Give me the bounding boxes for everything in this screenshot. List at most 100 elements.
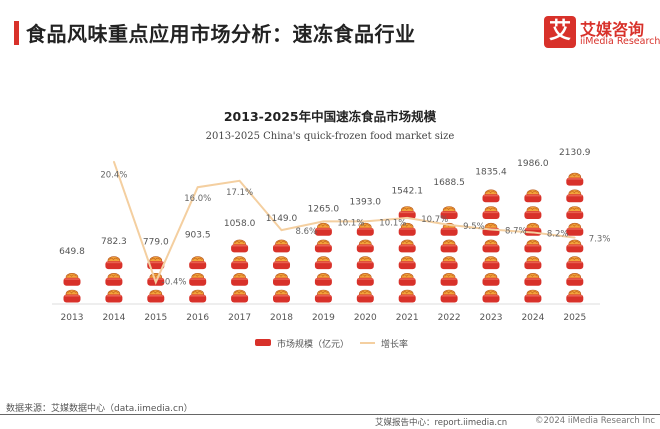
bar-icon (356, 289, 375, 303)
data-source: 数据来源：艾媒数据中心（data.iimedia.cn） (6, 404, 193, 414)
bar-icon-partial (63, 261, 81, 270)
bar-icon (482, 256, 500, 270)
x-tick-label: 2023 (480, 313, 503, 323)
growth-point (490, 228, 492, 231)
bar-icon (188, 256, 207, 270)
bar-icon (565, 206, 584, 220)
bar-value-label: 1265.0 (308, 205, 340, 215)
bar-icon (482, 189, 500, 203)
growth-point (196, 186, 199, 188)
growth-point (448, 224, 450, 226)
footer-divider (0, 414, 660, 415)
bar-icon-partial (565, 162, 584, 170)
bar-icon (272, 289, 291, 303)
bar-icon (272, 256, 291, 270)
growth-point (155, 281, 157, 284)
growth-label: -0.4% (162, 277, 187, 287)
bar-icon-partial (440, 192, 459, 203)
x-tick-label: 2021 (396, 313, 419, 323)
growth-label: 8.6% (296, 227, 318, 237)
bar-icon (356, 239, 375, 253)
legend: 市场规模（亿元） 增长率 (255, 338, 408, 350)
page-title: 食品风味重点应用市场分析：速冻食品行业 (26, 22, 416, 46)
bar-icon (565, 272, 584, 287)
bar-2023 (482, 181, 500, 303)
bar-icon (230, 272, 249, 287)
growth-point (406, 217, 409, 219)
bar-value-label: 2130.9 (559, 148, 591, 158)
bar-icon (523, 289, 542, 303)
growth-line-layer (112, 160, 576, 286)
bar-icon (523, 256, 542, 270)
growth-label: 20.4% (100, 171, 127, 181)
bar-2014 (104, 251, 123, 303)
x-tick-label: 2013 (61, 313, 84, 323)
logo-name-cn: 艾媒咨询 (580, 20, 645, 39)
bar-icon (104, 272, 123, 287)
bar-value-label: 1986.0 (517, 159, 549, 169)
bar-2013 (63, 261, 81, 303)
bar-icon (63, 272, 81, 287)
bar-icon (314, 272, 333, 287)
labels-layer: 649.8 2013 782.3 2014 779.0 2015 903.5 2016 1058… (59, 148, 610, 323)
bar-icon (440, 256, 459, 270)
bar-icon (314, 239, 333, 253)
bar-icon (440, 272, 459, 287)
x-tick-label: 2017 (228, 313, 251, 323)
bar-value-label: 779.0 (143, 237, 169, 247)
bar-icon (565, 239, 584, 253)
bar-value-label: 782.3 (101, 237, 127, 247)
growth-rate-line (112, 161, 575, 286)
bar-icon (272, 239, 291, 253)
bar-icon (523, 206, 542, 220)
bar-value-label: 1688.5 (433, 178, 465, 188)
growth-point (280, 229, 283, 231)
bar-2022 (440, 192, 459, 303)
logo-mark: 艾 (544, 16, 576, 48)
bar-2021 (398, 200, 417, 303)
bar-icon (314, 289, 333, 303)
x-tick-label: 2014 (102, 313, 125, 323)
bar-icon (188, 272, 207, 287)
bar-icon (398, 256, 417, 270)
legend-bar-swatch (255, 339, 271, 346)
bar-icon (565, 289, 584, 303)
bar-icon (482, 239, 500, 253)
bar-2016 (188, 244, 207, 303)
x-tick-label: 2019 (312, 313, 335, 323)
bar-value-label: 1835.4 (475, 167, 507, 177)
bar-icon (482, 272, 500, 287)
bar-icon (188, 289, 207, 303)
logo-name-en: iiMedia Research (580, 36, 660, 47)
growth-point (574, 236, 576, 239)
bar-icon-partial (188, 244, 207, 253)
footer-report-link[interactable]: 艾媒报告中心：report.iimedia.cn (375, 418, 508, 428)
legend-bar-label: 市场规模（亿元） (277, 338, 349, 350)
growth-label: 16.0% (184, 194, 211, 204)
bar-icon (272, 272, 291, 287)
growth-point (238, 180, 241, 182)
bar-icon-partial (356, 211, 375, 220)
growth-label: 10.1% (379, 218, 406, 228)
x-tick-label: 2022 (438, 313, 461, 323)
chart-title: 2013-2025年中国速冻食品市场规模 (223, 109, 437, 124)
bar-icon (482, 289, 500, 303)
growth-label: 17.1% (226, 188, 253, 198)
growth-point (322, 220, 325, 223)
growth-point (364, 220, 367, 223)
growth-label: 10.1% (337, 218, 364, 228)
x-tick-label: 2018 (270, 313, 293, 323)
x-tick-label: 2024 (521, 313, 544, 323)
bar-icon (565, 256, 584, 270)
bar-value-label: 1149.0 (266, 214, 298, 224)
bar-icon (398, 289, 417, 303)
bar-value-label: 649.8 (59, 247, 85, 257)
title-accent-bar (14, 21, 19, 45)
chart-subtitle: 2013-2025 China's quick-frozen food mark… (205, 131, 455, 142)
footer-copyright: ©2024 iiMedia Research Inc (535, 416, 656, 426)
bar-icon (146, 289, 165, 303)
bar-icon (440, 239, 459, 253)
bar-icon (230, 256, 249, 270)
